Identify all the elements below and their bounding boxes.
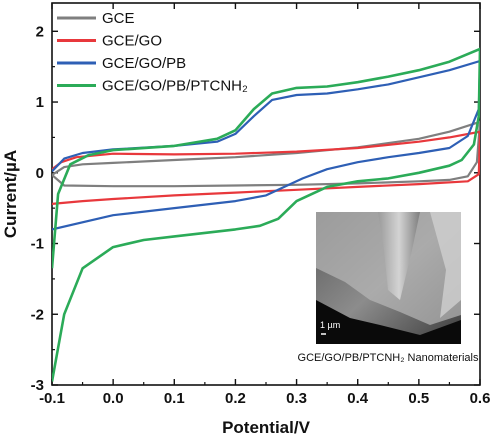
x-tick-label: -0.1 — [39, 390, 65, 407]
y-tick-labels: -3 -2 -1 0 1 2 — [31, 23, 44, 394]
axis-ticks — [51, 3, 481, 386]
series-line-1 — [52, 120, 480, 188]
legend-label-4: GCE/GO/PB/PTCNH₂ — [102, 78, 248, 95]
legend-label-3: GCE/GO/PB — [102, 55, 186, 72]
legend: GCE GCE/GO GCE/GO/PB GCE/GO/PB/PTCNH₂ — [57, 10, 248, 95]
series-layer — [52, 47, 480, 382]
y-tick-label: 1 — [36, 94, 44, 111]
sem-image-flake-right — [430, 212, 461, 318]
sem-image-shadow — [316, 300, 461, 344]
series-line-2 — [52, 130, 480, 205]
y-tick-label: 2 — [36, 23, 44, 40]
legend-label-1: GCE — [102, 10, 135, 27]
x-tick-label: 0.0 — [103, 390, 124, 407]
x-axis-title: Potential/V — [222, 418, 311, 437]
x-tick-label: 0.4 — [347, 390, 369, 407]
x-tick-labels: -0.1 0.0 0.1 0.2 0.3 0.4 0.5 0.6 — [39, 390, 490, 407]
inset-caption: GCE/GO/PB/PTCNH₂ Nanomaterials — [298, 352, 479, 364]
x-tick-label: 0.5 — [408, 390, 429, 407]
series-line-3 — [52, 59, 480, 231]
x-tick-label: 0.6 — [470, 390, 491, 407]
x-tick-label: 0.1 — [164, 390, 185, 407]
y-tick-label: -1 — [31, 236, 44, 253]
y-axis-title: Current/µA — [1, 150, 20, 238]
scale-bar-label: 1 µm — [320, 320, 340, 330]
inset-sem-image: 1 µm GCE/GO/PB/PTCNH₂ Nanomaterials — [298, 212, 479, 364]
x-tick-label: 0.3 — [286, 390, 307, 407]
legend-label-2: GCE/GO — [102, 33, 162, 50]
y-tick-label: -3 — [31, 377, 44, 394]
series-line-4 — [52, 47, 480, 382]
x-tick-label: 0.2 — [225, 390, 246, 407]
y-tick-label: 0 — [36, 165, 44, 182]
sem-image-flake — [378, 212, 420, 300]
y-tick-label: -2 — [31, 306, 44, 323]
